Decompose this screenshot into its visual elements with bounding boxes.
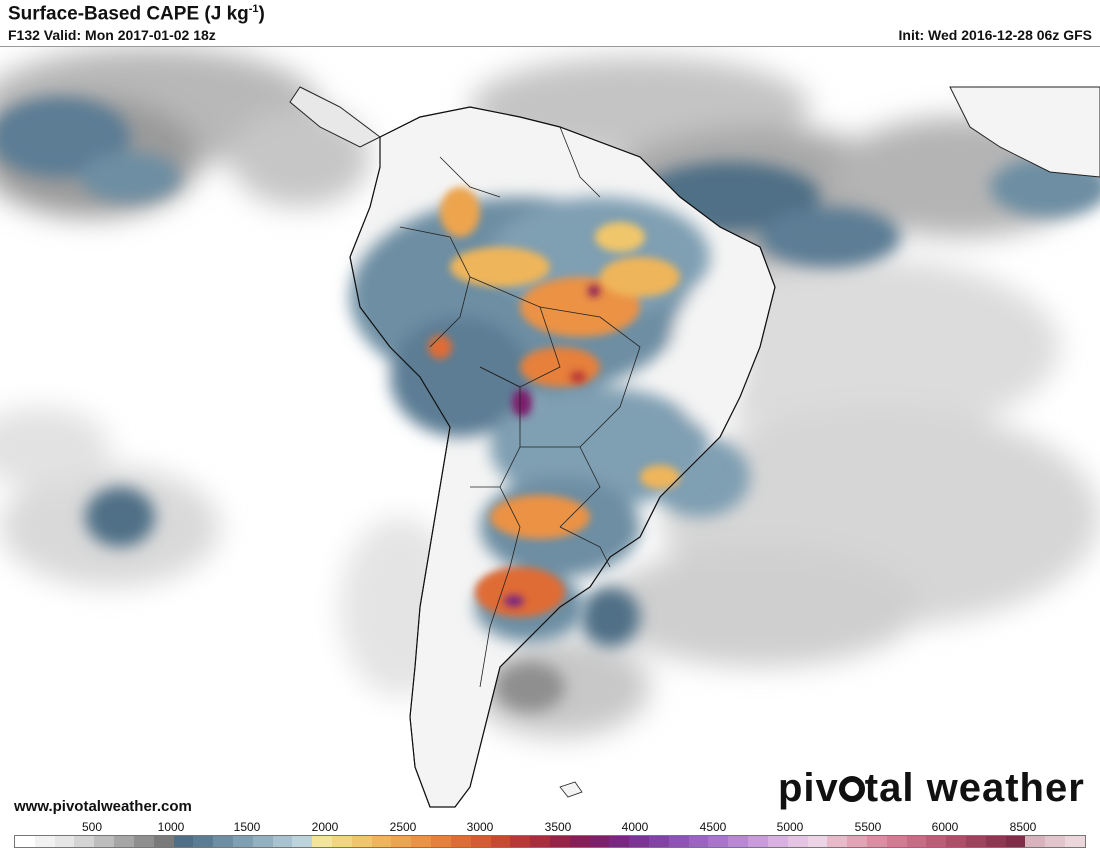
legend-swatch xyxy=(114,836,134,847)
legend-swatch xyxy=(1045,836,1066,847)
legend-swatch xyxy=(94,836,115,847)
legend-swatch xyxy=(787,836,808,847)
legend-swatch xyxy=(34,836,55,847)
legend-swatch xyxy=(371,836,392,847)
legend-swatch xyxy=(847,836,867,847)
legend-swatch xyxy=(431,836,451,847)
country-borders xyxy=(399,126,641,688)
legend-tick-label: 4500 xyxy=(699,820,727,834)
legend-swatch xyxy=(866,836,887,847)
legend-swatch xyxy=(252,836,273,847)
legend-tick-label: 5500 xyxy=(854,820,882,834)
legend-swatch xyxy=(351,836,372,847)
legend-swatch xyxy=(1065,836,1085,847)
legend-swatch xyxy=(450,836,471,847)
title-text: Surface-Based CAPE (J kg xyxy=(8,3,249,25)
legend-swatch xyxy=(668,836,689,847)
legend-swatch xyxy=(133,836,154,847)
valid-time: F132 Valid: Mon 2017-01-02 18z xyxy=(8,27,216,43)
weather-map[interactable] xyxy=(0,46,1100,821)
legend-swatch xyxy=(74,836,95,847)
legend-swatch xyxy=(906,836,927,847)
legend-swatch xyxy=(411,836,432,847)
legend-swatch xyxy=(609,836,630,847)
legend-colorbar xyxy=(14,835,1086,848)
legend-tick-label: 3000 xyxy=(466,820,494,834)
map-title: Surface-Based CAPE (J kg-1) xyxy=(8,3,265,25)
legend-swatch xyxy=(173,836,194,847)
steel-blue-field xyxy=(0,97,1100,712)
color-legend: 500 1000 1500 2000 2500 3000 3500 4000 4500 5000 5… xyxy=(14,820,1086,850)
legend-ticks: 500 1000 1500 2000 2500 3000 3500 4000 4500 5000 5… xyxy=(14,820,1086,834)
legend-tick-label: 1000 xyxy=(157,820,185,834)
brand-left: piv xyxy=(778,766,839,810)
legend-swatch xyxy=(748,836,768,847)
legend-swatch xyxy=(54,836,75,847)
legend-tick-label: 5000 xyxy=(776,820,804,834)
legend-swatch xyxy=(510,836,531,847)
legend-swatch xyxy=(708,836,729,847)
legend-swatch xyxy=(827,836,848,847)
gear-icon xyxy=(838,776,865,802)
falkland-islands xyxy=(559,781,583,798)
africa-coast xyxy=(949,86,1100,178)
pivotal-weather-logo: piv tal weather xyxy=(778,766,1085,811)
legend-swatch xyxy=(292,836,313,847)
legend-tick-label: 1500 xyxy=(233,820,261,834)
purple-cape-maxima xyxy=(504,285,600,607)
legend-swatch xyxy=(688,836,709,847)
header: Surface-Based CAPE (J kg-1) F132 Valid: … xyxy=(0,0,1100,46)
legend-swatch xyxy=(193,836,214,847)
legend-swatch xyxy=(767,836,788,847)
central-america xyxy=(289,86,381,148)
legend-tick-label: 2500 xyxy=(389,820,417,834)
legend-swatch xyxy=(966,836,986,847)
title-superscript: -1 xyxy=(248,3,259,15)
legend-swatch xyxy=(530,836,550,847)
legend-swatch xyxy=(569,836,590,847)
legend-tick-label: 6000 xyxy=(931,820,959,834)
legend-swatch xyxy=(946,836,966,847)
cape-map-svg xyxy=(0,47,1100,821)
legend-swatch xyxy=(549,836,570,847)
legend-tick-label: 3500 xyxy=(544,820,572,834)
legend-tick-label: 4000 xyxy=(621,820,649,834)
legend-swatch xyxy=(391,836,412,847)
legend-swatch xyxy=(15,836,35,847)
legend-tick-label: 500 xyxy=(81,820,103,834)
legend-swatch xyxy=(1025,836,1046,847)
coastline xyxy=(349,106,776,808)
legend-swatch xyxy=(470,836,491,847)
legend-swatch xyxy=(926,836,947,847)
legend-swatch xyxy=(232,836,253,847)
legend-tick-label: 2000 xyxy=(311,820,339,834)
legend-swatch xyxy=(213,836,233,847)
legend-swatch xyxy=(728,836,749,847)
legend-swatch xyxy=(807,836,828,847)
legend-swatch xyxy=(272,836,293,847)
legend-swatch xyxy=(153,836,174,847)
brand-right: tal weather xyxy=(864,766,1085,810)
legend-swatch xyxy=(985,836,1006,847)
legend-swatch xyxy=(886,836,907,847)
legend-swatch xyxy=(1005,836,1026,847)
legend-swatch xyxy=(629,836,649,847)
legend-swatch xyxy=(649,836,669,847)
init-time: Init: Wed 2016-12-28 06z GFS xyxy=(898,27,1092,43)
legend-swatch xyxy=(332,836,352,847)
website-url[interactable]: www.pivotalweather.com xyxy=(14,798,192,815)
legend-swatch xyxy=(312,836,332,847)
legend-tick-label: 8500 xyxy=(1009,820,1037,834)
legend-swatch xyxy=(589,836,610,847)
title-end: ) xyxy=(258,3,265,25)
legend-swatch xyxy=(490,836,511,847)
